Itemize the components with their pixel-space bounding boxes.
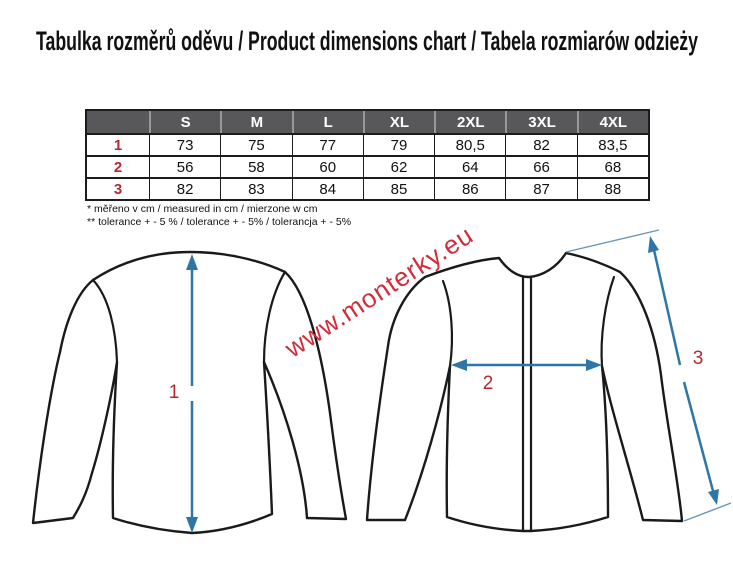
arrow-1-head-bottom bbox=[186, 517, 198, 533]
size-table: S M L XL 2XL 3XL 4XL 1 73 75 77 79 80,5 … bbox=[85, 109, 650, 201]
table-cell: 64 bbox=[434, 155, 506, 177]
table-cell: 75 bbox=[220, 133, 292, 155]
footnote-measured-in-cm: * měřeno v cm / measured in cm / mierzon… bbox=[87, 203, 318, 215]
size-column-header: XL bbox=[362, 111, 435, 133]
table-cell: 77 bbox=[291, 133, 363, 155]
measurement-arrow-3-shaft-lower bbox=[682, 381, 715, 492]
jacket-back-left-armhole-seam bbox=[91, 278, 119, 364]
dimension-label-1: 1 bbox=[169, 382, 180, 403]
table-cell: 82 bbox=[149, 177, 221, 199]
table-cell: 83 bbox=[220, 177, 292, 199]
table-cell: 62 bbox=[362, 155, 435, 177]
dimension-label-3: 3 bbox=[693, 348, 704, 369]
arrow-3-head-bottom bbox=[708, 489, 719, 505]
page-title: Tabulka rozměrů oděvu / Product dimensio… bbox=[36, 26, 698, 56]
table-cell: 60 bbox=[291, 155, 363, 177]
jacket-front-right-armhole-seam bbox=[600, 275, 616, 368]
jacket-front-left-armhole-seam bbox=[441, 279, 454, 368]
page-title-container: Tabulka rozměrů oděvu / Product dimensio… bbox=[36, 26, 698, 56]
dimension-label-2: 2 bbox=[483, 373, 494, 394]
table-cell: 73 bbox=[149, 133, 221, 155]
arrow-2-head-left bbox=[451, 359, 467, 371]
arrow-1-head-top bbox=[186, 254, 198, 270]
table-cell: 84 bbox=[291, 177, 363, 199]
table-cell: 68 bbox=[576, 155, 648, 177]
arrow-3-extension-top bbox=[565, 229, 660, 253]
arrow-3-head-top bbox=[648, 236, 659, 253]
arrow-3-extension-bottom bbox=[683, 502, 732, 522]
table-cell: 88 bbox=[576, 177, 648, 199]
row-label: 3 bbox=[87, 177, 149, 199]
jacket-front-outline bbox=[365, 251, 684, 533]
size-column-header: S bbox=[149, 111, 221, 133]
table-cell: 83,5 bbox=[576, 133, 648, 155]
size-column-header: 3XL bbox=[505, 111, 577, 133]
table-cell: 80,5 bbox=[434, 133, 506, 155]
row-label: 2 bbox=[87, 155, 149, 177]
table-cell: 85 bbox=[362, 177, 435, 199]
arrow-2-head-right bbox=[586, 359, 602, 371]
table-cell: 56 bbox=[149, 155, 221, 177]
size-column-header: M bbox=[220, 111, 292, 133]
table-corner-cell bbox=[87, 111, 149, 133]
size-column-header: 4XL bbox=[576, 111, 648, 133]
table-cell: 86 bbox=[434, 177, 506, 199]
footnotes: * měřeno v cm / measured in cm / mierzon… bbox=[87, 203, 351, 229]
size-column-header: 2XL bbox=[434, 111, 506, 133]
size-column-header: L bbox=[291, 111, 363, 133]
table-cell: 58 bbox=[220, 155, 292, 177]
table-cell: 82 bbox=[505, 133, 577, 155]
table-cell: 66 bbox=[505, 155, 577, 177]
table-cell: 87 bbox=[505, 177, 577, 199]
measurement-arrow-3-shaft-upper bbox=[652, 249, 682, 366]
jacket-back-right-armhole-seam bbox=[262, 270, 287, 364]
footnote-tolerance: ** tolerance + - 5 % / tolerance + - 5% … bbox=[87, 216, 352, 228]
table-cell: 79 bbox=[362, 133, 435, 155]
arrow-1-label-gap bbox=[186, 386, 198, 401]
row-label: 1 bbox=[87, 133, 149, 155]
